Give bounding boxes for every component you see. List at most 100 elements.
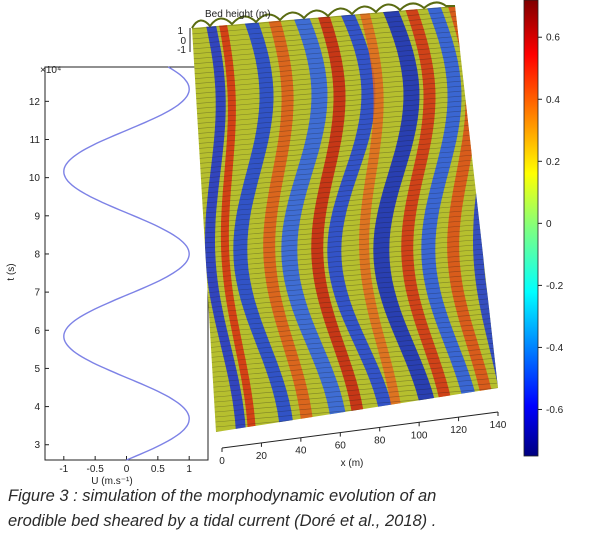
bed-hatch-line xyxy=(192,376,498,406)
bed-panel: 1 0 -1 Bed height (m) 0 20 40 60 80 100 120 140… xyxy=(177,1,507,469)
bed-hatch-line xyxy=(192,271,498,301)
velocity-y-tick-label: 11 xyxy=(30,135,41,146)
velocity-y-tick-label: 10 xyxy=(29,173,41,184)
bed-hatch-line xyxy=(192,361,498,391)
bed-hatch-line xyxy=(192,21,498,51)
bed-hatch-line xyxy=(192,246,498,276)
velocity-y-exponent: ×10⁴ xyxy=(40,65,61,76)
colorbar-tick-label: 0 xyxy=(546,219,552,230)
velocity-y-tick-label: 8 xyxy=(34,249,40,260)
bed-hatch-line xyxy=(192,186,498,216)
velocity-y-ticks: 3 4 5 6 7 8 9 10 11 12 xyxy=(29,97,49,451)
bed-hatch-line xyxy=(192,101,498,131)
bed-hatch-line xyxy=(192,381,498,411)
bed-band xyxy=(214,6,257,432)
colorbar-tick-label: 0.4 xyxy=(546,95,560,106)
velocity-x-tick-label: 0 xyxy=(124,464,130,475)
bed-hatch-line xyxy=(192,196,498,226)
bed-hatch-line xyxy=(192,326,498,356)
bed-hatch-line xyxy=(192,251,498,281)
bed-x-tick-label: 20 xyxy=(256,451,268,462)
bed-hatch-line xyxy=(192,66,498,96)
bed-x-tick-label: 40 xyxy=(295,446,307,457)
colorbar-tick-label: -0.2 xyxy=(546,281,564,292)
bed-hatch-line xyxy=(192,286,498,316)
bed-hatch-line xyxy=(192,306,498,336)
bed-hatch-line xyxy=(192,56,498,86)
colorbar-ticks: 0.6 0.4 0.2 0 -0.2 -0.4 -0.6 xyxy=(538,33,564,416)
bed-hatch-line xyxy=(192,71,498,101)
bed-hatch-line xyxy=(192,116,498,146)
bed-hatch-line xyxy=(192,26,498,56)
bed-hatch-line xyxy=(192,151,498,181)
velocity-panel-frame xyxy=(44,66,209,461)
bed-hatch-line xyxy=(192,301,498,331)
bed-band xyxy=(311,6,367,432)
bed-hatch-line xyxy=(192,156,498,186)
bed-hatch-line xyxy=(192,126,498,156)
colorbar-gradient xyxy=(523,0,539,457)
bed-hatch-line xyxy=(192,171,498,201)
velocity-x-label: U (m.s⁻¹) xyxy=(91,476,132,487)
velocity-x-ticks: -1 -0.5 0 0.5 1 xyxy=(59,456,192,475)
bed-hatch-line xyxy=(192,166,498,196)
bed-x-tick-label: 0 xyxy=(219,456,225,467)
bed-hatch-line xyxy=(192,51,498,81)
bed-hatch-line xyxy=(192,161,498,191)
bed-hatch-line xyxy=(192,226,498,256)
bed-x-label: x (m) xyxy=(341,458,364,469)
bed-x-ticks: 0 20 40 60 80 100 120 140 xyxy=(219,412,507,467)
bed-hatch-line xyxy=(192,216,498,246)
bed-hatch-line xyxy=(192,336,498,366)
bed-z-tick-0: 0 xyxy=(180,36,186,47)
bed-hatch-line xyxy=(192,106,498,136)
bed-band xyxy=(200,6,247,432)
bed-hatch-line xyxy=(192,241,498,271)
bed-hatch-line xyxy=(192,321,498,351)
bed-hatch-line xyxy=(192,31,498,61)
velocity-x-tick-label: 1 xyxy=(186,464,192,475)
colorbar-tick-label: -0.4 xyxy=(546,343,564,354)
velocity-y-tick-label: 5 xyxy=(34,364,40,375)
bed-hatch-line xyxy=(192,201,498,231)
bed-hatch-line xyxy=(192,236,498,266)
bed-hatch-line xyxy=(192,76,498,106)
velocity-y-tick-label: 4 xyxy=(34,402,40,413)
bed-hatch-line xyxy=(192,386,498,416)
bed-hatch-line xyxy=(192,351,498,381)
bed-hatch-line xyxy=(192,36,498,66)
caption-line-2: erodible bed sheared by a tidal current … xyxy=(8,512,437,530)
bed-hatch-line xyxy=(192,221,498,251)
bed-hatch-line xyxy=(192,211,498,241)
bed-band xyxy=(356,6,405,432)
bed-band xyxy=(373,6,441,432)
bed-hatch-line xyxy=(192,181,498,211)
bed-x-tick-label: 80 xyxy=(374,435,386,446)
bed-z-label: Bed height (m) xyxy=(205,9,271,20)
bed-hatch-line xyxy=(192,16,498,46)
bed-x-tick-label: 120 xyxy=(450,425,467,436)
bed-x-tick-label: 60 xyxy=(335,441,347,452)
velocity-y-tick-label: 7 xyxy=(34,288,40,299)
bed-top-crest xyxy=(191,1,455,29)
bed-hatch-line xyxy=(192,356,498,386)
bed-band xyxy=(327,6,397,432)
bed-x-tick-label: 140 xyxy=(490,420,507,431)
bed-hatch-line xyxy=(192,191,498,221)
velocity-curve xyxy=(63,66,190,461)
bed-hatch-line xyxy=(192,331,498,361)
velocity-y-tick-label: 3 xyxy=(34,440,40,451)
bed-z-tick-1: 1 xyxy=(177,26,183,37)
colorbar: 0.6 0.4 0.2 0 -0.2 -0.4 -0.6 xyxy=(523,0,564,457)
bed-hatch-line xyxy=(192,11,498,41)
bed-surface xyxy=(192,6,498,432)
velocity-x-tick-label: -0.5 xyxy=(87,464,105,475)
bed-x-axis xyxy=(221,411,499,449)
bed-z-tick-neg1: -1 xyxy=(177,45,186,56)
bed-hatch-line xyxy=(192,366,498,396)
bed-hatch-line xyxy=(192,341,498,371)
velocity-y-tick-label: 9 xyxy=(34,211,40,222)
bed-hatch-line xyxy=(192,131,498,161)
bed-band xyxy=(281,6,349,432)
